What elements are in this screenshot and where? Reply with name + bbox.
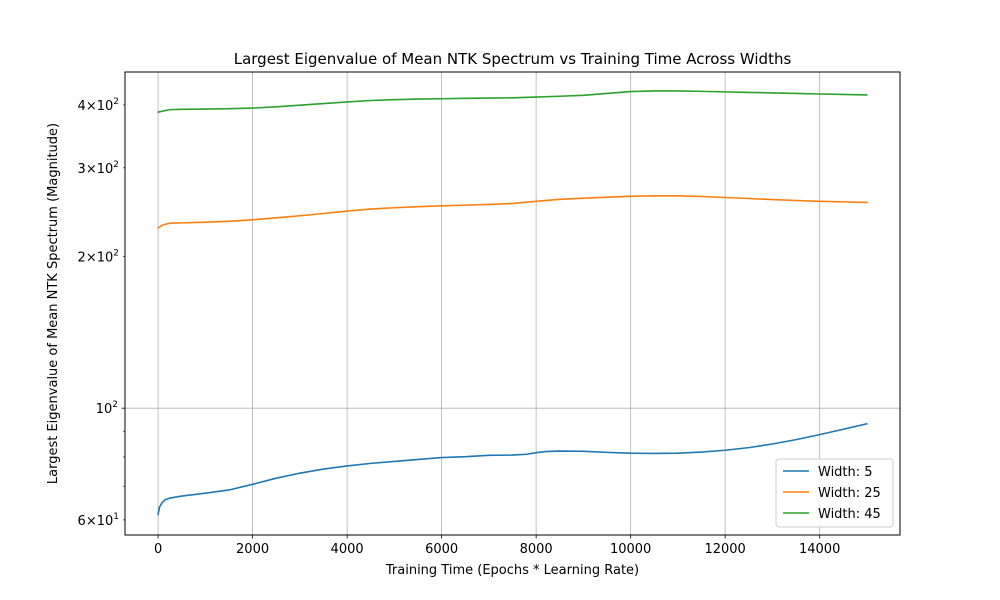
- y-axis-label: Largest Eigenvalue of Mean NTK Spectrum …: [46, 123, 61, 484]
- x-tick-label: 0: [154, 542, 162, 557]
- x-tick-label: 10000: [610, 542, 651, 557]
- x-tick-label: 4000: [331, 542, 364, 557]
- x-tick-label: 14000: [799, 542, 840, 557]
- legend-box: [775, 458, 894, 528]
- y-tick-label: 6×101: [78, 512, 119, 529]
- series-line-2: [157, 195, 868, 229]
- y-tick-label: 3×102: [78, 160, 119, 177]
- y-tick-label: 2×102: [78, 249, 119, 266]
- x-tick-label: 8000: [520, 542, 553, 557]
- grid: [125, 72, 900, 535]
- x-tick-label: 12000: [704, 542, 745, 557]
- series-line-1: [157, 423, 868, 516]
- legend: Width: 5 Width: 25 Width: 45: [775, 458, 894, 528]
- x-tick-label: 2000: [236, 542, 269, 557]
- y-tick-label: 102: [96, 400, 118, 417]
- legend-label-2: Width: 25: [818, 486, 881, 501]
- legend-label-3: Width: 45: [818, 507, 881, 522]
- legend-label-1: Width: 5: [818, 465, 873, 480]
- y-tick-label: 4×102: [78, 97, 119, 114]
- ticks: 0 2000 4000 6000 8000 10000 12000 14000 102 6×101…: [78, 97, 841, 557]
- x-axis-label: Training Time (Epochs * Learning Rate): [385, 563, 639, 578]
- plot-frame: [124, 71, 901, 536]
- chart-title: Largest Eigenvalue of Mean NTK Spectrum …: [234, 50, 792, 68]
- series-layer: [157, 90, 868, 516]
- series-line-3: [157, 90, 868, 113]
- x-tick-label: 6000: [425, 542, 458, 557]
